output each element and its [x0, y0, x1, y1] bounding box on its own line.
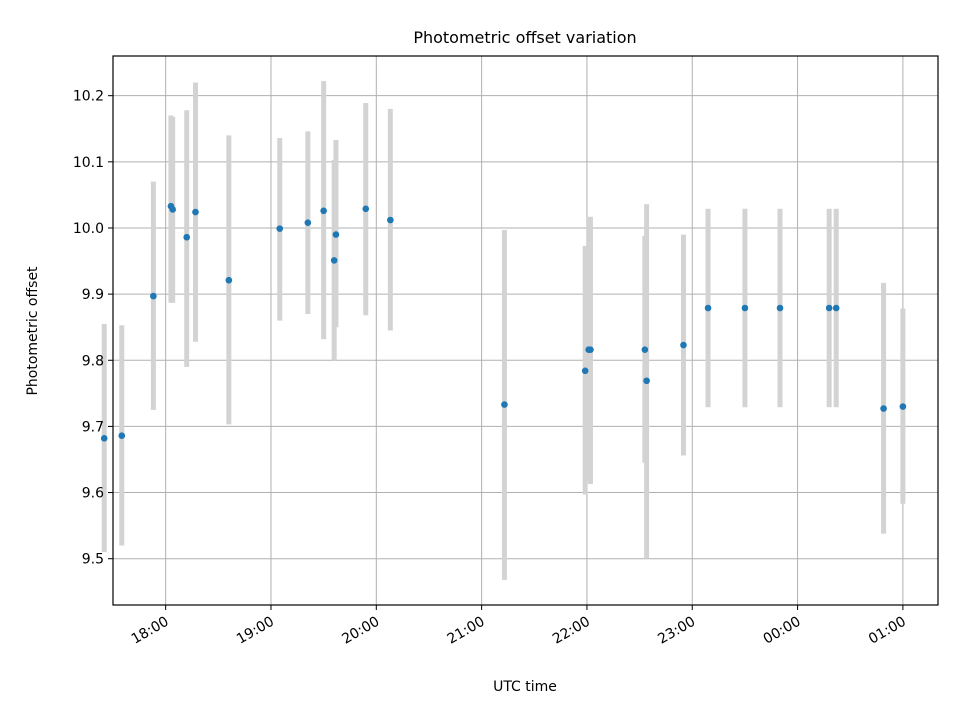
y-tick-label: 9.7	[82, 419, 104, 435]
data-point	[643, 377, 650, 385]
data-point	[501, 401, 508, 408]
data-point	[332, 231, 340, 238]
data-point	[899, 403, 907, 410]
plot-frame	[112, 55, 939, 606]
chart-title: Photometric offset variation	[413, 28, 636, 47]
data-point	[320, 207, 327, 215]
data-point	[587, 346, 594, 353]
data-point	[330, 257, 338, 264]
y-tick-label: 9.9	[82, 287, 104, 303]
data-point	[704, 304, 712, 312]
data-point	[225, 276, 233, 284]
data-point	[880, 405, 887, 412]
x-axis-label: UTC time	[493, 679, 557, 695]
data-point	[641, 346, 649, 353]
y-tick-label: 10.1	[73, 155, 104, 171]
y-tick-label: 9.5	[82, 552, 104, 568]
data-point	[150, 292, 157, 300]
data-point	[741, 304, 749, 312]
y-tick-label: 10.2	[73, 89, 104, 105]
data-point	[832, 304, 840, 312]
data-point	[387, 216, 394, 224]
data-points	[100, 202, 907, 442]
data-point	[192, 208, 199, 216]
y-axis-ticks: 9.5 9.6 9.7 9.8 9.9 10.0 10.1 10.2	[73, 89, 113, 568]
data-point	[183, 233, 191, 241]
grid	[113, 56, 938, 605]
data-point	[680, 341, 687, 349]
data-point	[118, 432, 126, 439]
data-point	[362, 205, 370, 213]
y-tick-label: 10.0	[73, 221, 104, 237]
data-point	[169, 206, 176, 213]
data-point	[776, 304, 784, 312]
data-point	[276, 225, 284, 232]
data-point	[581, 367, 589, 375]
data-point	[100, 435, 108, 442]
y-tick-label: 9.6	[82, 486, 104, 502]
data-point	[825, 304, 833, 312]
y-tick-label: 9.8	[82, 353, 104, 369]
data-point	[304, 219, 312, 226]
y-axis-label: Photometric offset	[25, 266, 41, 396]
